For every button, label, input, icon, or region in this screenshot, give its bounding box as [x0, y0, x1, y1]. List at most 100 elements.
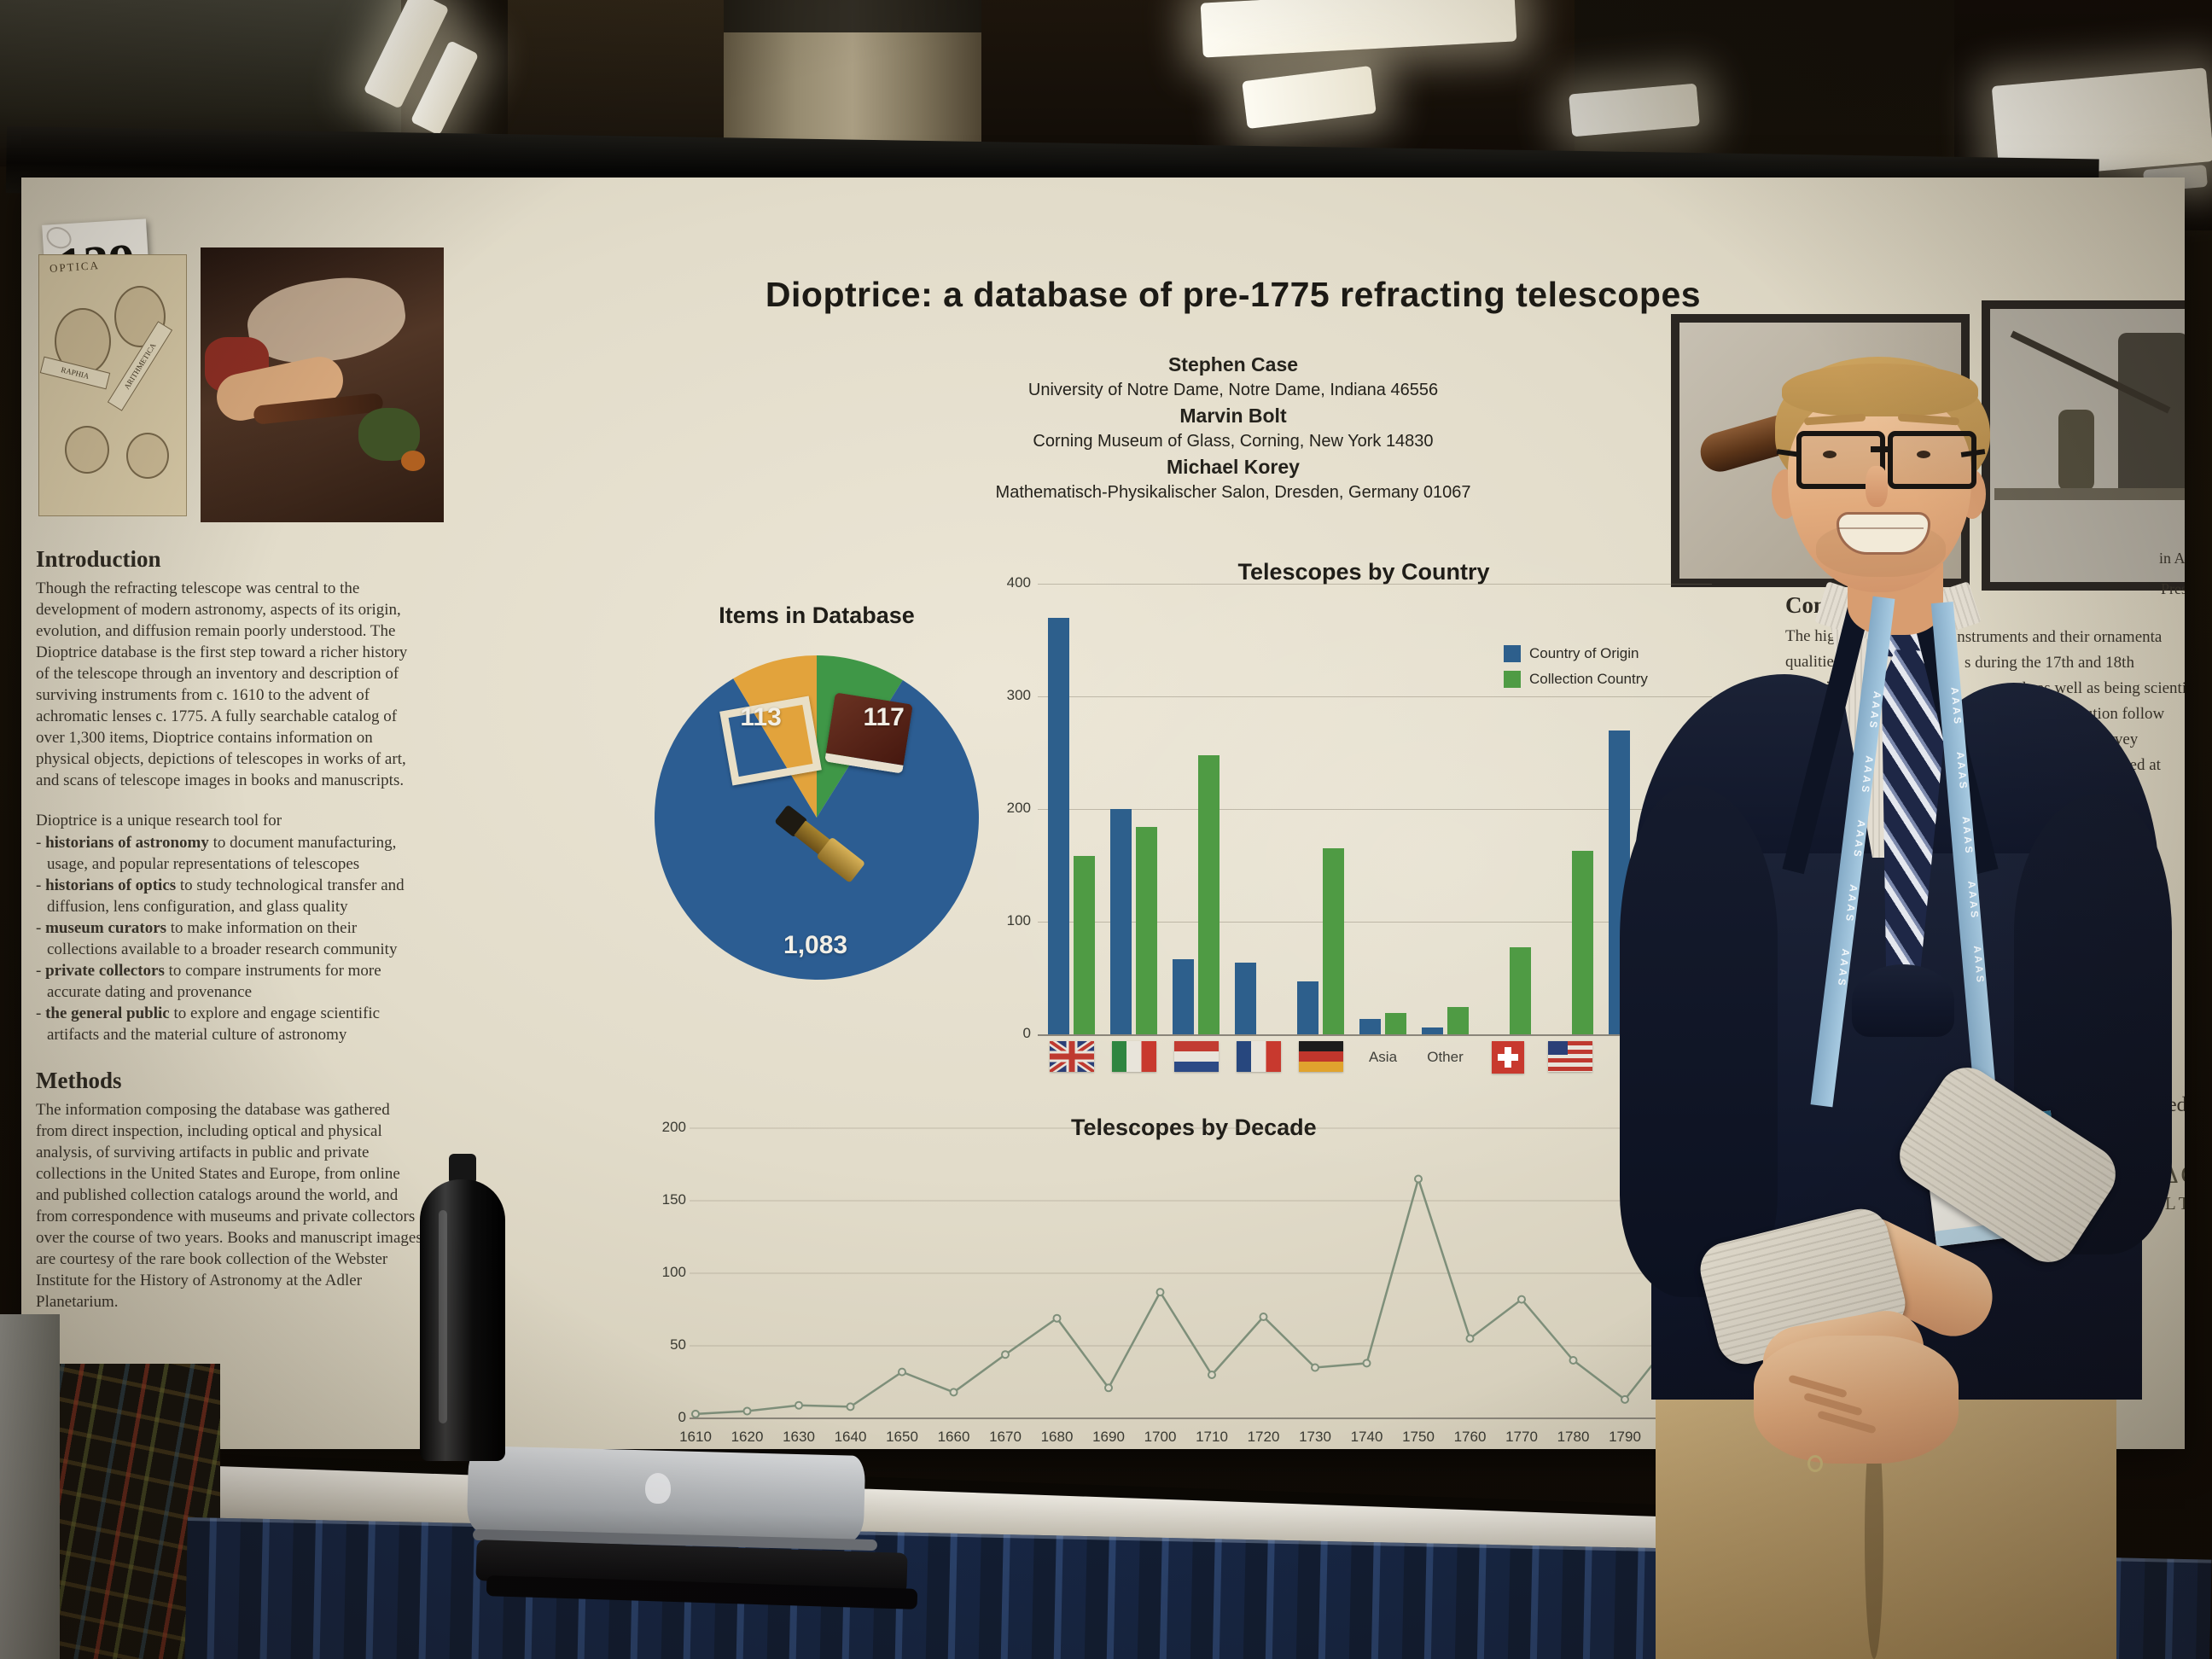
line-chart-title: Telescopes by Decade — [1071, 1115, 1317, 1140]
eyeglasses — [1888, 431, 1976, 489]
flag-nl-icon — [1173, 1041, 1219, 1072]
bar-category-label: Asia — [1368, 1049, 1398, 1065]
line-x-tick-label: 1680 — [1040, 1429, 1074, 1445]
bar-collection-country — [1510, 947, 1531, 1034]
data-point-marker — [1414, 1174, 1423, 1184]
bar-chart-title: Telescopes by Country — [1237, 559, 1490, 585]
bar-country-of-origin — [1110, 809, 1132, 1034]
reference-fragment: in Alb — [2159, 550, 2185, 567]
observer-figure — [2058, 410, 2094, 491]
pie-slice-label: 113 — [740, 703, 782, 732]
hair-fringe — [1782, 364, 1978, 416]
eye — [1823, 451, 1837, 458]
data-point-marker — [949, 1388, 958, 1397]
line-x-tick-label: 1630 — [783, 1429, 815, 1445]
bar-y-tick-label: 200 — [1006, 800, 1031, 816]
line-y-tick-label: 0 — [678, 1409, 686, 1425]
data-point-marker — [1311, 1363, 1319, 1372]
bar-country-of-origin — [1235, 962, 1256, 1034]
data-point-marker — [1001, 1350, 1010, 1359]
line-x-tick-label: 1610 — [679, 1429, 712, 1445]
line-x-tick-label: 1770 — [1505, 1429, 1538, 1445]
reference-fragment: Press, — [2161, 580, 2185, 597]
eye — [1917, 451, 1930, 458]
flag-de-icon — [1298, 1041, 1343, 1072]
pants-crease — [1865, 1417, 1883, 1659]
author-block: Stephen Case University of Notre Dame, No… — [768, 352, 1698, 505]
line-y-tick-label: 50 — [670, 1336, 686, 1353]
data-point-marker — [1208, 1371, 1216, 1379]
cherub-figure — [126, 433, 169, 479]
legend-row: Collection Country — [1504, 667, 1648, 692]
engraving-image: OPTICA RAPHIA ARITHMETICA — [38, 254, 187, 516]
gray-panel — [0, 1314, 60, 1659]
author-name: Marvin Bolt — [1179, 405, 1287, 427]
macbook-laptop — [466, 1442, 946, 1610]
author-affiliation: University of Notre Dame, Notre Dame, In… — [1027, 381, 1439, 399]
finger — [1803, 1392, 1863, 1417]
line-x-tick-label: 1670 — [989, 1429, 1022, 1445]
cardigan-closure — [1852, 964, 1954, 1037]
line-x-tick-label: 1720 — [1247, 1429, 1280, 1445]
legend-row: Country of Origin — [1504, 641, 1648, 667]
data-point-marker — [1569, 1356, 1578, 1365]
conclusions-fragment: instruments and their ornamenta — [1953, 628, 2163, 646]
line-x-tick-label: 1760 — [1453, 1429, 1487, 1445]
methods-heading: Methods — [36, 1068, 122, 1093]
window-sill — [1994, 488, 2185, 500]
research-tool-item: the general public to explore and engage… — [36, 1003, 424, 1045]
research-tool-lead: Dioptrice is a unique research tool for — [36, 812, 282, 830]
finger — [1817, 1410, 1877, 1435]
line-x-tick-label: 1700 — [1144, 1429, 1177, 1445]
bar-gridline — [1038, 696, 1712, 697]
smiling-mouth — [1837, 512, 1930, 555]
bar-y-tick-label: 400 — [1006, 574, 1031, 591]
bar-chart-telescopes-by-country: Telescopes by Country 0 100 200 300 400 Asia… — [981, 559, 1732, 1139]
research-tool-list: historians of astronomy to document manu… — [36, 832, 424, 1045]
cardigan-sleeve — [1620, 785, 1778, 1297]
data-point-marker — [1155, 1288, 1165, 1297]
line-y-tick-label: 150 — [661, 1191, 686, 1208]
bar-y-tick-label: 0 — [1022, 1025, 1031, 1041]
bottle-highlight — [439, 1210, 447, 1423]
data-point-marker — [795, 1400, 803, 1410]
observer-engraving-frame — [1982, 300, 2185, 591]
poster-title: Dioptrice: a database of pre-1775 refrac… — [765, 275, 1702, 314]
ring — [1807, 1455, 1823, 1472]
painting-fruit — [401, 451, 425, 471]
credit-fragment: ed by — [2168, 1094, 2185, 1116]
research-tool-item: historians of astronomy to document manu… — [36, 832, 424, 875]
author-name: Michael Korey — [1167, 456, 1300, 478]
introduction-paragraph: Though the refracting telescope was cent… — [36, 579, 408, 789]
pillar-shadow — [724, 0, 981, 32]
bar-y-tick-label: 100 — [1006, 912, 1031, 928]
data-point-marker — [1517, 1295, 1526, 1304]
flag-it-icon — [1111, 1041, 1156, 1072]
flag-uk-icon — [1046, 1038, 1097, 1075]
conclusions-right-fragments: instruments and their ornamenta s during … — [1953, 625, 2185, 778]
author-name: Stephen Case — [1167, 353, 1299, 375]
line-x-tick-label: 1710 — [1196, 1429, 1228, 1445]
bar-collection-country — [1385, 1012, 1406, 1034]
ceiling-light — [1569, 83, 1700, 137]
data-point-marker — [1104, 1383, 1113, 1393]
bar-chart-legend: Country of Origin Collection Country — [1504, 641, 1648, 692]
data-point-marker — [1259, 1313, 1268, 1321]
line-x-tick-label: 1740 — [1350, 1429, 1383, 1445]
bar-gridline — [1038, 1034, 1712, 1036]
legend-label: Country of Origin — [1529, 645, 1639, 661]
bar-collection-country — [1323, 848, 1344, 1034]
window-shape — [2118, 333, 2185, 491]
bar-country-of-origin — [1297, 981, 1318, 1034]
flag-fr-icon — [1236, 1041, 1281, 1072]
conclusions-fragment: s during the 17th and 18th — [1965, 654, 2134, 672]
bar-gridline — [1038, 584, 1712, 585]
bar-collection-country — [1447, 1007, 1469, 1034]
research-tool-item: private collectors to compare instrument… — [36, 960, 424, 1003]
bottle-body — [420, 1179, 505, 1461]
bar-gridline — [1038, 922, 1712, 923]
legend-swatch — [1504, 671, 1521, 688]
bar-collection-country — [1198, 754, 1220, 1034]
line-chart-graphic — [690, 1127, 1715, 1419]
pie-slice-label: 117 — [863, 703, 905, 732]
